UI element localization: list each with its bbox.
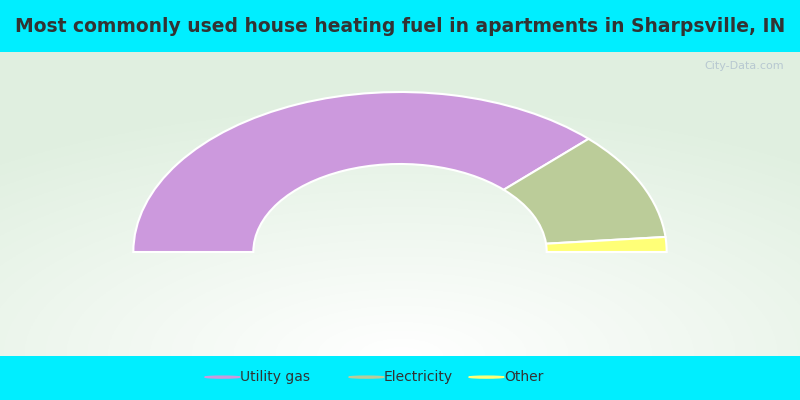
Text: Other: Other bbox=[504, 370, 543, 384]
Wedge shape bbox=[504, 139, 666, 244]
Wedge shape bbox=[134, 92, 589, 252]
Text: Most commonly used house heating fuel in apartments in Sharpsville, IN: Most commonly used house heating fuel in… bbox=[15, 16, 785, 36]
Text: Utility gas: Utility gas bbox=[240, 370, 310, 384]
Circle shape bbox=[469, 376, 504, 378]
Circle shape bbox=[349, 376, 384, 378]
Wedge shape bbox=[546, 237, 666, 252]
Text: City-Data.com: City-Data.com bbox=[704, 61, 784, 71]
Text: Electricity: Electricity bbox=[384, 370, 453, 384]
Circle shape bbox=[205, 376, 240, 378]
